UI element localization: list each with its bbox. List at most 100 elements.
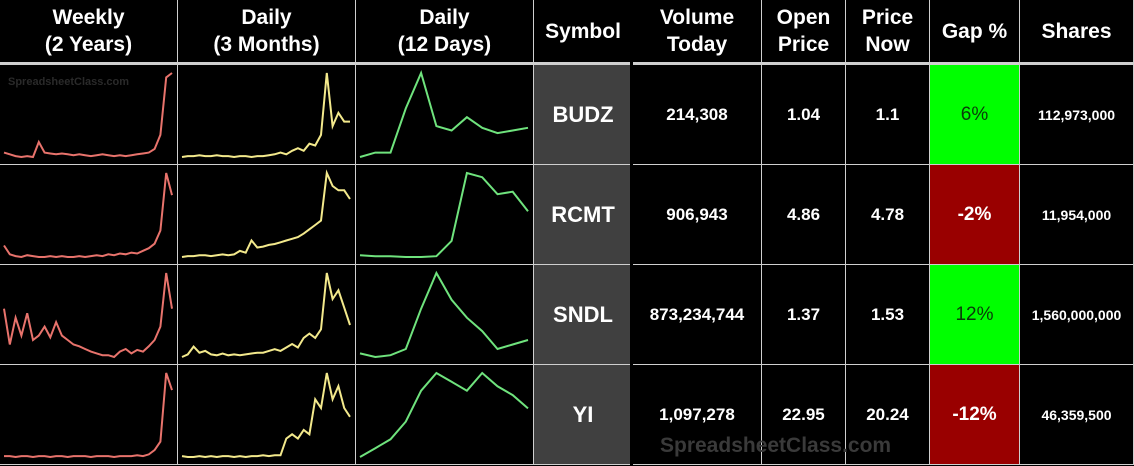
shares-cell: 46,359,500 [1020, 365, 1134, 465]
price-now: 4.78 [870, 204, 905, 224]
symbol: RCMT [551, 201, 615, 227]
symbol-cell: RCMT [534, 165, 633, 265]
volume-cell: 906,943 [633, 165, 762, 265]
column-header: Daily (3 Months) [178, 0, 356, 65]
sparkline-cell [178, 165, 356, 265]
open-price-cell: 4.86 [762, 165, 846, 265]
header-line: Price [777, 33, 830, 56]
column-separator [630, 0, 633, 466]
header-line: (3 Months) [213, 33, 320, 56]
open-price: 1.37 [786, 304, 821, 324]
sparkline [181, 372, 351, 459]
sparkline-line [3, 272, 173, 359]
sparkline-cell [0, 265, 178, 365]
shares-cell: 11,954,000 [1020, 165, 1134, 265]
sparkline-line [359, 270, 529, 359]
header-line: Daily [241, 6, 292, 29]
sparkline-line [3, 72, 173, 159]
sparkline [181, 72, 350, 159]
column-header: Shares [1020, 0, 1134, 65]
open-price-cell: 1.37 [762, 265, 846, 365]
sparkline [3, 72, 173, 159]
open-price: 1.04 [786, 104, 821, 124]
sparkline-cell [0, 165, 178, 265]
sparkline-line [359, 70, 529, 158]
gap-percent-cell: 12% [930, 265, 1020, 365]
sparkline-cell [356, 365, 534, 465]
gap-percent: 12% [955, 303, 994, 325]
gap-percent-cell: -12% [930, 365, 1020, 465]
symbol: BUDZ [552, 101, 614, 127]
sparkline [181, 272, 351, 358]
sparkline-line [4, 372, 173, 459]
volume: 873,234,744 [649, 304, 745, 324]
price-now: 1.1 [875, 104, 900, 124]
header-line: (2 Years) [44, 33, 133, 56]
header-line: Gap % [941, 19, 1008, 43]
sparkline [3, 172, 173, 259]
sparkline-cell [0, 65, 178, 165]
volume: 906,943 [666, 204, 728, 224]
sparkline [359, 70, 529, 158]
sparkline [359, 171, 529, 258]
header-line: Price [861, 6, 914, 29]
shares: 46,359,500 [1041, 406, 1112, 423]
volume-cell: 214,308 [633, 65, 762, 165]
sparkline-cell [356, 165, 534, 265]
sparkline [181, 169, 351, 258]
header-line: Daily [419, 6, 470, 29]
symbol: SNDL [553, 301, 613, 327]
column-header: Daily (12 Days) [356, 0, 534, 65]
price-now-cell: 1.53 [846, 265, 930, 365]
shares-cell: 1,560,000,000 [1020, 265, 1134, 365]
volume-cell: 873,234,744 [633, 265, 762, 365]
header-line: Shares [1041, 19, 1112, 43]
header-line: (12 Days) [397, 33, 492, 56]
symbol: YI [572, 401, 594, 427]
sparkline-line [181, 72, 350, 159]
sparkline-line [359, 171, 529, 258]
sparkline-cell [356, 265, 534, 365]
header-line: Open [776, 6, 831, 29]
header-line: Weekly [52, 6, 125, 29]
shares: 1,560,000,000 [1031, 306, 1122, 323]
column-header: Price Now [846, 0, 930, 65]
price-now-cell: 20.24 [846, 365, 930, 465]
sparkline-cell [356, 65, 534, 165]
gap-percent-cell: 6% [930, 65, 1020, 165]
symbol-cell: BUDZ [534, 65, 633, 165]
gap-percent: -2% [957, 203, 992, 225]
price-now-cell: 1.1 [846, 65, 930, 165]
symbol-cell: SNDL [534, 265, 633, 365]
volume: 1,097,278 [659, 404, 735, 424]
column-header: Gap % [930, 0, 1020, 65]
watermark: SpreadsheetClass.com [8, 76, 130, 88]
open-price-cell: 22.95 [762, 365, 846, 465]
header-line: Symbol [545, 19, 621, 43]
watermark: SpreadsheetClass.com [660, 434, 892, 457]
header-line: Volume [659, 6, 735, 29]
sparkline-line [181, 372, 351, 459]
open-price: 22.95 [782, 404, 825, 424]
column-header: Weekly (2 Years) [0, 0, 178, 65]
open-price: 4.86 [786, 204, 821, 224]
price-now-cell: 4.78 [846, 165, 930, 265]
sparkline [3, 272, 173, 359]
shares-cell: 112,973,000 [1020, 65, 1134, 165]
gap-percent-cell: -2% [930, 165, 1020, 265]
sparkline-cell [178, 65, 356, 165]
sparkline-line [181, 272, 351, 358]
shares: 11,954,000 [1041, 206, 1112, 223]
sparkline [4, 372, 173, 459]
header-line: Now [865, 33, 910, 56]
gap-percent: 6% [960, 103, 989, 125]
gap-percent: -12% [952, 403, 997, 425]
volume-cell: 1,097,278 [633, 365, 762, 465]
column-header: Symbol [534, 0, 633, 65]
sparkline-cell [0, 365, 178, 465]
sparkline [359, 371, 529, 458]
sparkline-cell [178, 365, 356, 465]
sparkline-line [3, 172, 173, 259]
symbol-cell: YI [534, 365, 633, 465]
